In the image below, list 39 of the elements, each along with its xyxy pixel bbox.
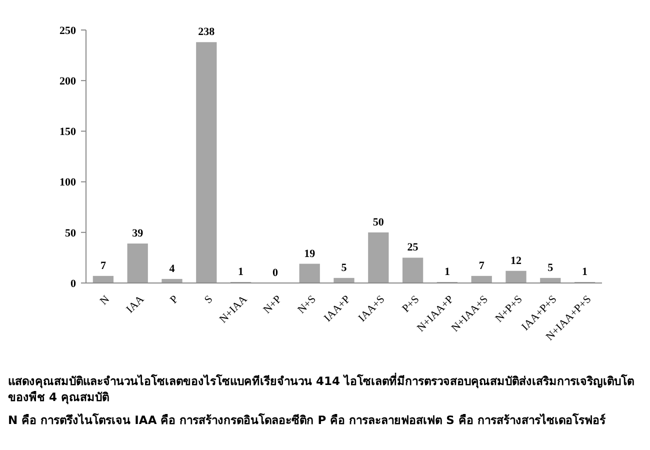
data-label: 0 (272, 267, 278, 279)
x-tick-label: N (98, 293, 112, 308)
bar (196, 42, 217, 283)
text: แสดงคุณสมบัติและจำนวนไอโซเลตของไรโซแบคทีเรียจำนวน 414 ไอโซเลตที่มีการตรวจสอบคุณสมบัติส่งเสริมการเจริญเติบโตของพืช 4 คุณสมบัติ (8, 374, 636, 406)
data-label: 19 (304, 248, 316, 260)
data-label: 1 (444, 266, 450, 278)
y-tick-label: 0 (70, 278, 76, 290)
bar (334, 278, 354, 283)
x-tick-label: N+S (296, 293, 318, 316)
data-label: 25 (407, 242, 419, 254)
bar (368, 232, 389, 283)
y-tick-label: 250 (60, 24, 76, 37)
data-label: 12 (510, 254, 522, 267)
data-label: 50 (372, 216, 384, 228)
x-tick-label: N+P (261, 293, 284, 316)
x-tick-label: S (202, 293, 216, 306)
x-tick-label: P (168, 293, 181, 306)
data-label: 238 (198, 26, 216, 38)
bar (402, 258, 424, 283)
bar (92, 276, 114, 283)
x-tick-label: IAA (124, 293, 146, 316)
bar (506, 270, 526, 283)
data-label: 1 (238, 266, 244, 278)
y-tick-label: 50 (65, 227, 76, 240)
data-label: 5 (341, 262, 348, 274)
data-label: 1 (582, 266, 588, 278)
y-tick-label: 200 (60, 75, 76, 88)
data-label: 7 (478, 260, 485, 272)
data-label: 5 (548, 262, 554, 274)
bar (299, 264, 320, 283)
y-tick-label: 100 (60, 176, 76, 189)
data-label: 39 (132, 228, 144, 240)
data-label: 4 (169, 262, 176, 275)
data-label: 7 (100, 260, 106, 272)
text: N คือ การตรึงไนโตรเจน IAA คือ การสร้างกรดอินโดลอะซีติก P คือ การละลายฟอสเฟต S คือ การสร้างสารไซเดอโรฟอร์ (8, 413, 607, 429)
x-tick-label: P+S (400, 293, 422, 315)
bar (471, 276, 492, 283)
bar (127, 244, 148, 283)
y-tick-label: 150 (60, 126, 76, 138)
